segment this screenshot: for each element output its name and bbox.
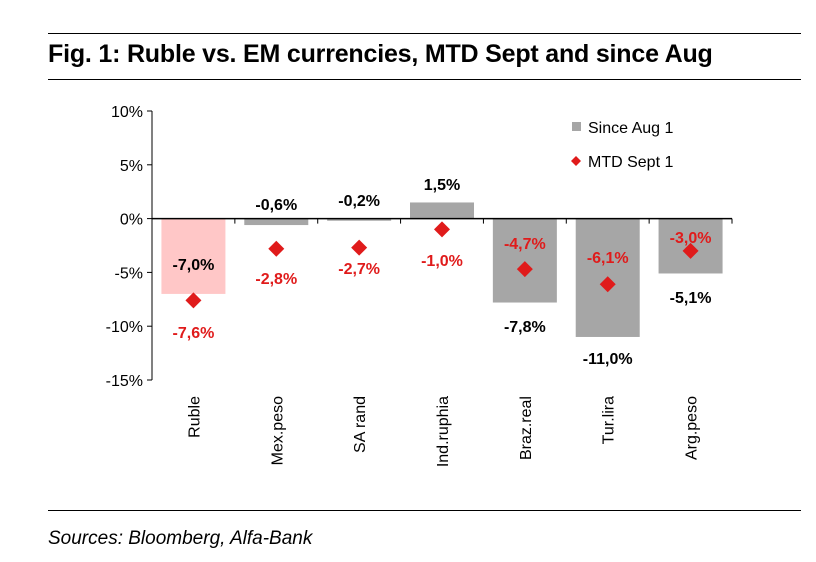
- title-rule: [48, 79, 801, 80]
- bar-value-label: -5,1%: [670, 290, 712, 307]
- category-label: Mex.peso: [269, 396, 286, 465]
- y-axis: 10% 5% 0% -5% -10% -15%: [106, 104, 153, 390]
- bar-value-label: -11,0%: [583, 351, 633, 368]
- category-label: Braz.real: [518, 396, 535, 460]
- bar-value-label: -7,0%: [173, 257, 215, 274]
- bar: [327, 218, 392, 221]
- bar: [492, 218, 557, 303]
- y-tick-label: 5%: [120, 158, 143, 175]
- mtd-value-label: -4,7%: [504, 236, 546, 253]
- y-tick-label: 10%: [111, 104, 143, 121]
- mtd-marker: [268, 240, 285, 257]
- bar-chart: 10%5%0%-5%-10%-15% -7,0%-0,6% -0,2%1,5%-7…: [106, 104, 733, 467]
- bar: [161, 218, 226, 294]
- y-tick-label: -5%: [115, 265, 143, 282]
- mtd-marker: [434, 221, 450, 238]
- mtd-value-label: -7,6%: [173, 325, 215, 342]
- mtd-marker: [599, 276, 616, 293]
- mtd-value-label: -6,1%: [587, 250, 629, 267]
- category-label: Ruble: [186, 396, 203, 438]
- y-tick-label: -15%: [106, 373, 143, 390]
- y-tick-label: 0%: [120, 212, 143, 229]
- category-label: Tur.lira: [601, 396, 618, 444]
- x-axis: [151, 217, 733, 224]
- bar: [244, 218, 309, 226]
- legend-label-bar: Since Aug 1: [588, 120, 674, 137]
- bottom-rule: [48, 510, 801, 511]
- category-labels: Ruble Mex.peso SA rand Ind.ruphia Braz.real T…: [186, 396, 700, 467]
- mtd-marker: [351, 239, 368, 256]
- category-label: Ind.ruphia: [435, 396, 452, 467]
- mtd-value-label: -2,8%: [255, 271, 297, 288]
- legend-label-marker: MTD Sept 1: [588, 154, 673, 171]
- category-label: SA rand: [352, 396, 369, 453]
- category-label: Arg.peso: [684, 396, 701, 460]
- mtd-marker: [516, 261, 533, 278]
- figure-title: Fig. 1: Ruble vs. EM currencies, MTD Sep…: [48, 40, 713, 68]
- bar-series: [161, 202, 723, 337]
- top-rule: [48, 33, 801, 34]
- bar: [410, 202, 474, 219]
- mtd-value-label: -2,7%: [338, 261, 380, 278]
- y-tick-label: -10%: [106, 319, 143, 336]
- data-labels: -7,0% -0,6% -0,2% 1,5% -7,8% -11,0% -5,1% -7,6%…: [173, 177, 712, 368]
- bar-value-label: -7,8%: [504, 319, 546, 336]
- bar-value-label: -0,6%: [255, 197, 297, 214]
- source-note: Sources: Bloomberg, Alfa-Bank: [48, 528, 313, 549]
- mtd-marker: [185, 292, 202, 309]
- legend: Since Aug 1 MTD Sept 1: [571, 120, 674, 171]
- mtd-value-label: -3,0%: [670, 230, 712, 247]
- bar-value-label: -0,2%: [338, 193, 380, 210]
- bar-value-label: 1,5%: [424, 177, 460, 194]
- legend-swatch-marker: [571, 156, 581, 166]
- mtd-marker: [682, 242, 699, 259]
- legend-swatch-bar: [572, 122, 581, 131]
- marker-series: [185, 221, 699, 309]
- mtd-value-label: -1,0%: [421, 253, 463, 270]
